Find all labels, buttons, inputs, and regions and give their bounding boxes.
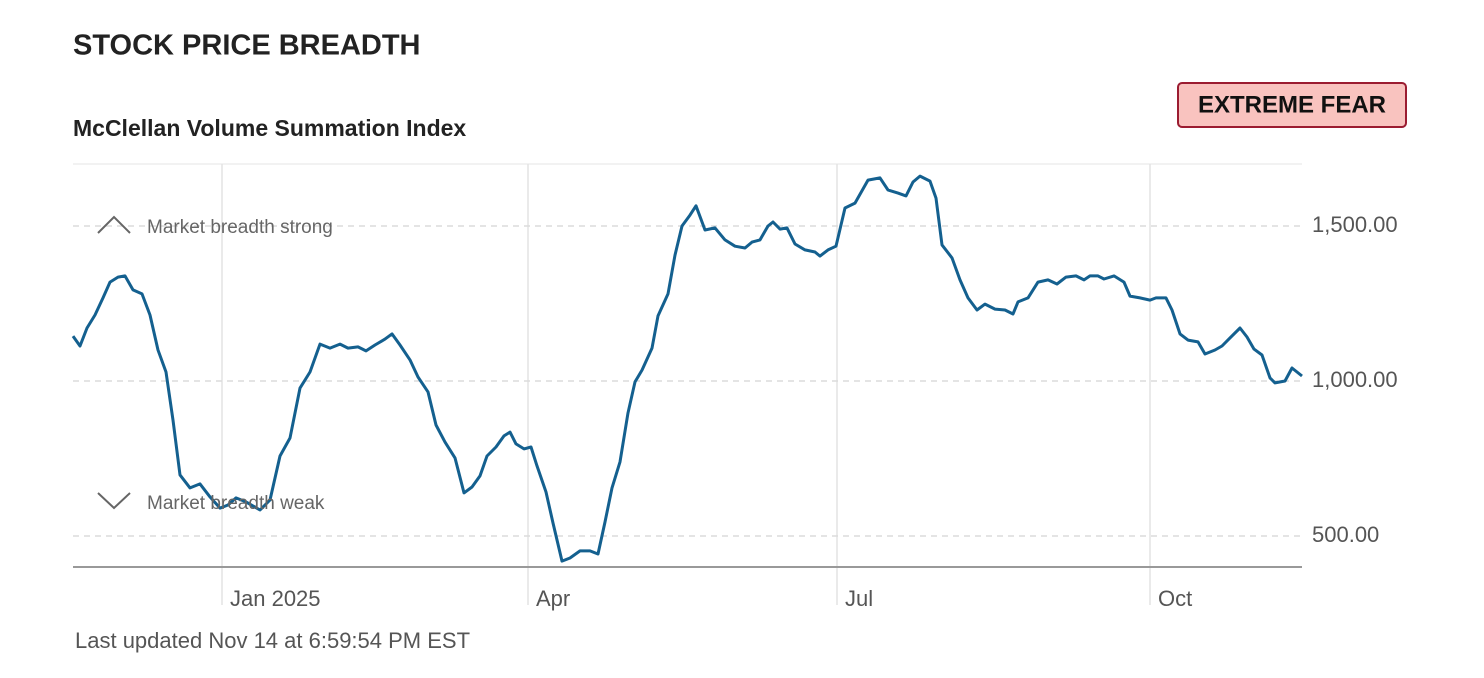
x-tick-label: Jul bbox=[845, 586, 873, 611]
y-tick-label: 1,000.00 bbox=[1312, 367, 1398, 392]
up-chevron bbox=[97, 215, 131, 234]
data-line bbox=[71, 174, 1303, 563]
x-tick-label: Jan 2025 bbox=[230, 586, 321, 611]
x-tick-label: Apr bbox=[536, 586, 570, 611]
down-chevron bbox=[97, 492, 131, 510]
annotation: Market breadth weak bbox=[147, 493, 325, 514]
chart-subtitle: McClellan Volume Summation Index bbox=[73, 115, 466, 141]
x-tick-label: Oct bbox=[1158, 586, 1192, 611]
plot-area: Jan 2025 Apr Jul Oct 500.00 1,000.00 1,500.00 bbox=[71, 163, 1398, 611]
rating-badge bbox=[1177, 82, 1407, 128]
y-tick-label: 1,500.00 bbox=[1312, 212, 1398, 237]
y-tick-label: 500.00 bbox=[1312, 522, 1379, 547]
annotation: Market breadth strong bbox=[147, 217, 333, 238]
footer: Last updated Nov 14 at 6:59:54 PM EST bbox=[75, 628, 470, 653]
rating-label: EXTREME FEAR bbox=[1198, 91, 1386, 118]
chart-title: STOCK PRICE BREADTH bbox=[73, 30, 421, 62]
